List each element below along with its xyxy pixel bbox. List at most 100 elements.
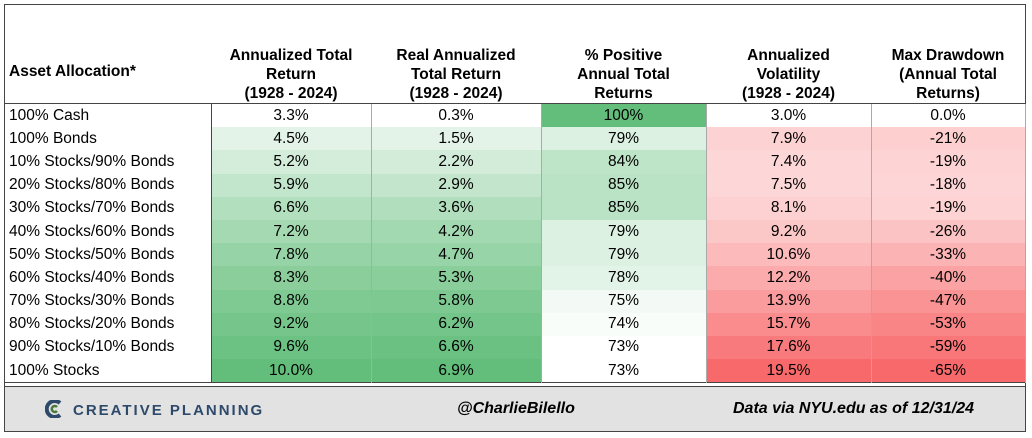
row-label: 90% Stocks/10% Bonds [5,335,212,360]
header-text: Asset Allocation* [9,63,136,80]
value-cell: 3.3% [211,103,372,128]
row-label: 80% Stocks/20% Bonds [5,312,212,336]
data-row: 20% Stocks/80% Bonds 5.9% 2.9% 85% 7.5% -18% [5,173,1026,197]
value-cell: 10.6% [706,243,872,267]
handle: @CharlieBilello [457,400,575,417]
value-cell: 19.5% [706,359,872,383]
value-cell: 4.2% [371,219,542,244]
data-row: 70% Stocks/30% Bonds 8.8% 5.8% 75% 13.9% -47% [5,289,1026,313]
header-text: (1928 - 2024) [409,85,503,102]
header-cell: Annualized Total Return (1928 - 2024) [211,5,371,104]
row-label: 30% Stocks/70% Bonds [5,196,212,220]
header-cell: Real Annualized Total Return (1928 - 2024) [371,5,541,104]
value-cell: 17.6% [706,335,872,360]
value-cell: -26% [871,219,1026,244]
value-cell: 100% [541,103,707,128]
value-cell: 5.3% [371,266,542,290]
value-cell: 5.9% [211,173,372,197]
source: Data via NYU.edu as of 12/31/24 [733,400,974,417]
header-text: Annualized Total [229,47,353,64]
header-text: Annualized [747,47,830,64]
header-text: Return [266,66,316,83]
value-cell: 75% [541,289,707,313]
data-row: 40% Stocks/60% Bonds 7.2% 4.2% 79% 9.2% -26% [5,219,1026,244]
value-cell: -53% [871,312,1026,336]
row-label: 50% Stocks/50% Bonds [5,243,212,267]
value-cell: 2.2% [371,150,542,174]
logo-text: CREATIVE PLANNING [73,402,265,419]
data-row: 80% Stocks/20% Bonds 9.2% 6.2% 74% 15.7% -53% [5,312,1026,336]
value-cell: 12.2% [706,266,872,290]
value-cell: 79% [541,243,707,267]
row-label: 10% Stocks/90% Bonds [5,150,212,174]
row-label: 60% Stocks/40% Bonds [5,266,212,290]
value-cell: 4.7% [371,243,542,267]
value-cell: 3.0% [706,103,872,128]
value-cell: 85% [541,173,707,197]
value-cell: 13.9% [706,289,872,313]
value-cell: 6.2% [371,312,542,336]
value-cell: 7.4% [706,150,872,174]
value-cell: -19% [871,150,1026,174]
header-text: Returns [594,85,653,102]
header-text: Real Annualized [396,47,516,64]
header-text: (1928 - 2024) [244,85,338,102]
value-cell: 7.2% [211,219,372,244]
data-row: 30% Stocks/70% Bonds 6.6% 3.6% 85% 8.1% -19% [5,196,1026,220]
header-text: (Annual Total [899,66,997,83]
value-cell: 7.9% [706,127,872,151]
data-row: 100% Bonds 4.5% 1.5% 79% 7.9% -21% [5,127,1026,151]
header-text: Annual Total [577,66,670,83]
value-cell: 3.6% [371,196,542,220]
value-cell: 6.6% [371,335,542,360]
data-row: 50% Stocks/50% Bonds 7.8% 4.7% 79% 10.6% -33% [5,243,1026,267]
value-cell: 5.8% [371,289,542,313]
value-cell: -40% [871,266,1026,290]
value-cell: 84% [541,150,707,174]
value-cell: 0.3% [371,103,542,128]
header-text: % Positive [584,47,663,64]
value-cell: 10.0% [211,359,372,383]
value-cell: -59% [871,335,1026,360]
value-cell: 5.2% [211,150,372,174]
logo: CREATIVE PLANNING [44,399,265,419]
value-cell: 8.1% [706,196,872,220]
value-cell: -47% [871,289,1026,313]
value-cell: 9.2% [706,219,872,244]
header-text: Max Drawdown [891,47,1005,64]
value-cell: 85% [541,196,707,220]
header-row: Asset Allocation* Annualized Total Return (… [5,5,1025,104]
row-label: 70% Stocks/30% Bonds [5,289,212,313]
value-cell: 6.9% [371,359,542,383]
value-cell: 9.2% [211,312,372,336]
header-text: (1928 - 2024) [741,85,836,102]
value-cell: -21% [871,127,1026,151]
value-cell: 4.5% [211,127,372,151]
value-cell: -65% [871,359,1026,383]
row-label: 100% Bonds [5,127,212,151]
value-cell: 8.8% [211,289,372,313]
value-cell: 78% [541,266,707,290]
row-label: 100% Stocks [5,359,212,383]
value-cell: -19% [871,196,1026,220]
logo-icon [44,399,62,419]
row-label: 20% Stocks/80% Bonds [5,173,212,197]
value-cell: -33% [871,243,1026,267]
data-row: 100% Cash 3.3% 0.3% 100% 3.0% 0.0% [5,103,1026,128]
data-row: 90% Stocks/10% Bonds 9.6% 6.6% 73% 17.6% -59% [5,335,1026,360]
data-row: 100% Stocks 10.0% 6.9% 73% 19.5% -65% [5,359,1026,383]
value-cell: 79% [541,127,707,151]
value-cell: 8.3% [211,266,372,290]
header-cell: Max Drawdown (Annual Total Returns) [871,5,1025,104]
value-cell: 79% [541,219,707,244]
header-cell: Asset Allocation* [5,5,211,104]
row-label: 100% Cash [5,103,212,128]
header-cell: % Positive Annual Total Returns [541,5,706,104]
value-cell: 15.7% [706,312,872,336]
data-table: Asset Allocation* Annualized Total Return (… [5,5,1026,406]
value-cell: 9.6% [211,335,372,360]
data-row: 10% Stocks/90% Bonds 5.2% 2.2% 84% 7.4% -19% [5,150,1026,174]
table-card: Asset Allocation* Annualized Total Return (… [4,4,1026,432]
value-cell: 7.5% [706,173,872,197]
data-row: 60% Stocks/40% Bonds 8.3% 5.3% 78% 12.2% -40% [5,266,1026,290]
